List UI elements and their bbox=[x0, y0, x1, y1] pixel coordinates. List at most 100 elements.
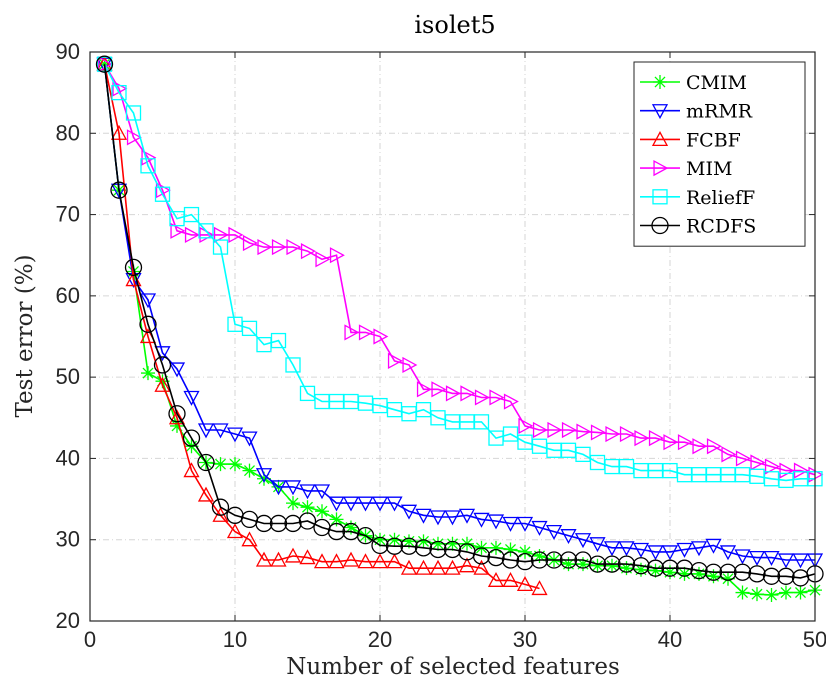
data-point bbox=[576, 423, 592, 440]
data-point bbox=[518, 544, 532, 559]
data-point bbox=[518, 417, 534, 435]
data-point bbox=[721, 571, 735, 586]
legend-label: mRMR bbox=[686, 101, 753, 123]
data-point bbox=[576, 557, 590, 572]
data-point bbox=[386, 496, 403, 512]
data-point bbox=[503, 393, 519, 410]
data-point bbox=[241, 320, 258, 337]
data-point bbox=[400, 504, 418, 520]
x-tick-label: 10 bbox=[223, 627, 247, 652]
data-point bbox=[677, 434, 693, 451]
data-point bbox=[255, 551, 273, 567]
data-point bbox=[706, 569, 721, 584]
data-point bbox=[458, 557, 476, 573]
chart-title: isolet5 bbox=[414, 11, 495, 39]
data-point bbox=[559, 551, 578, 569]
data-point bbox=[605, 425, 621, 443]
data-point bbox=[284, 480, 302, 496]
data-point bbox=[750, 454, 766, 471]
data-point bbox=[676, 542, 693, 558]
data-point bbox=[226, 427, 244, 443]
data-point bbox=[211, 498, 230, 516]
data-point bbox=[460, 385, 476, 402]
data-point bbox=[590, 558, 605, 573]
data-point bbox=[242, 234, 258, 252]
data-point bbox=[170, 418, 184, 433]
data-point bbox=[299, 549, 316, 565]
data-point bbox=[285, 357, 301, 373]
data-point bbox=[735, 585, 750, 600]
data-point bbox=[735, 450, 751, 467]
data-point bbox=[561, 557, 576, 572]
data-point bbox=[501, 551, 520, 569]
data-point bbox=[213, 457, 228, 472]
data-point bbox=[429, 540, 447, 559]
data-point bbox=[226, 523, 244, 539]
data-point bbox=[344, 520, 358, 535]
series-relieff bbox=[96, 56, 823, 489]
data-point bbox=[212, 239, 229, 255]
data-point bbox=[141, 149, 157, 166]
data-point bbox=[313, 553, 331, 569]
data-point bbox=[692, 438, 708, 455]
data-point bbox=[257, 238, 273, 256]
data-point bbox=[429, 559, 447, 575]
data-point bbox=[750, 587, 764, 602]
data-point bbox=[371, 496, 389, 512]
y-axis-label: Test error (%) bbox=[12, 254, 38, 417]
legend-marker bbox=[651, 131, 669, 147]
data-point bbox=[561, 421, 577, 439]
data-point bbox=[385, 537, 404, 555]
data-point bbox=[632, 542, 650, 558]
data-point bbox=[415, 508, 432, 524]
data-point bbox=[271, 238, 287, 256]
y-tick-label: 90 bbox=[56, 39, 80, 64]
data-point bbox=[675, 559, 694, 577]
legend-box bbox=[633, 61, 806, 247]
data-point bbox=[721, 446, 737, 463]
data-point bbox=[270, 332, 287, 349]
data-point bbox=[284, 547, 302, 563]
data-point bbox=[415, 402, 432, 418]
data-point bbox=[329, 247, 345, 264]
data-point bbox=[286, 496, 300, 511]
data-point bbox=[155, 374, 170, 389]
data-point bbox=[270, 551, 287, 567]
legend-marker bbox=[653, 160, 669, 177]
data-point bbox=[443, 540, 462, 559]
data-point bbox=[777, 567, 795, 585]
legend-label: ReliefF bbox=[686, 187, 755, 209]
series-line bbox=[103, 64, 540, 590]
data-point bbox=[763, 550, 780, 566]
data-point bbox=[111, 84, 127, 101]
data-point bbox=[402, 534, 416, 549]
data-point bbox=[705, 538, 722, 554]
data-point bbox=[126, 129, 142, 146]
data-point bbox=[632, 557, 650, 575]
data-point bbox=[241, 431, 258, 447]
data-point bbox=[663, 434, 679, 451]
data-point bbox=[327, 522, 346, 541]
data-point bbox=[531, 520, 548, 536]
data-point bbox=[328, 496, 345, 512]
data-point bbox=[589, 537, 606, 553]
data-point bbox=[719, 545, 737, 561]
data-point bbox=[764, 587, 779, 602]
data-point bbox=[531, 580, 548, 596]
data-point bbox=[474, 389, 490, 406]
data-point bbox=[473, 559, 490, 575]
series-rcdfs bbox=[95, 55, 824, 587]
data-point bbox=[472, 547, 491, 565]
data-point bbox=[373, 532, 387, 547]
legend-marker bbox=[651, 104, 669, 120]
data-point bbox=[242, 463, 257, 478]
series-layer bbox=[95, 55, 824, 602]
data-point bbox=[342, 496, 360, 512]
data-point bbox=[228, 226, 244, 243]
x-tick-label: 40 bbox=[658, 627, 682, 652]
data-point bbox=[286, 238, 302, 256]
plot-frame bbox=[89, 51, 816, 622]
data-point bbox=[590, 424, 606, 441]
data-point bbox=[502, 516, 519, 532]
data-point bbox=[431, 536, 445, 551]
